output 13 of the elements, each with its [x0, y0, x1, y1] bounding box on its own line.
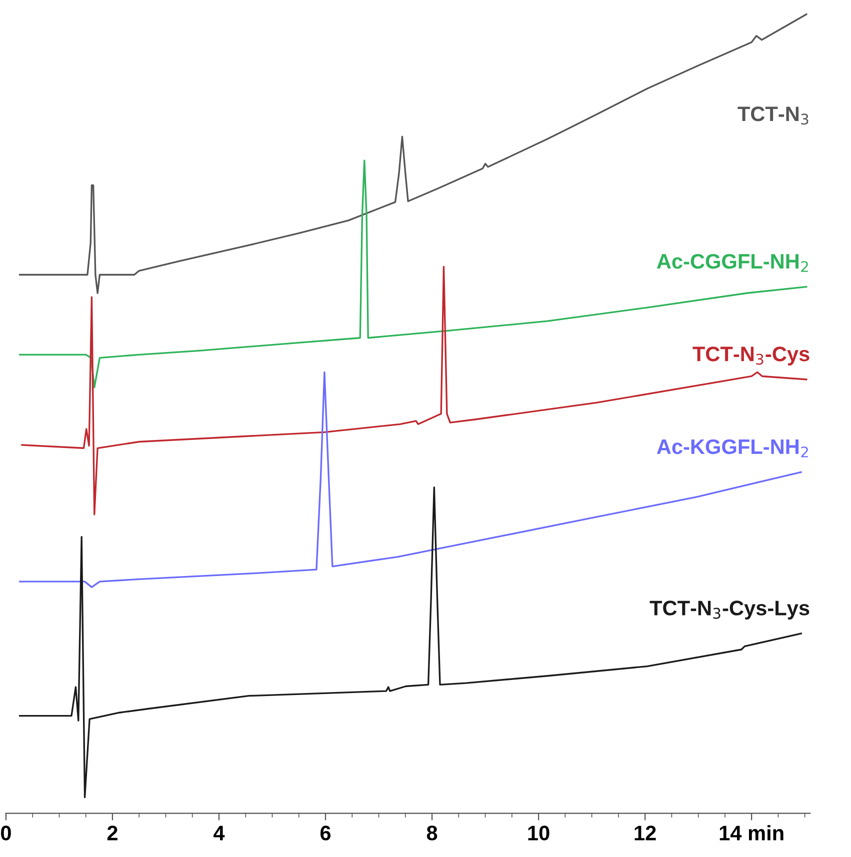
x-tick-label: 10 [528, 826, 550, 840]
series-label: TCT-N$_{3}$-Cys [692, 346, 810, 366]
series-label: Ac-KGGFL-NH$_{2}$ [656, 439, 808, 458]
x-tick-label: 14 min [720, 825, 784, 840]
text: TCT-N$_{3}$ [738, 106, 808, 125]
series-label: TCT-N$_{3}$-Cys-Lys [650, 600, 810, 620]
x-tick-label: 8 [426, 826, 438, 840]
x-tick-label: 2 [107, 826, 118, 840]
x-tick-label: 4 [214, 826, 225, 840]
series-label: Ac-CGGFL-NH$_{2}$ [656, 254, 808, 272]
x-tick-label: 6 [320, 826, 331, 840]
x-tick-label: 12 [634, 826, 656, 840]
x-tick-label: 0 [0, 826, 11, 840]
